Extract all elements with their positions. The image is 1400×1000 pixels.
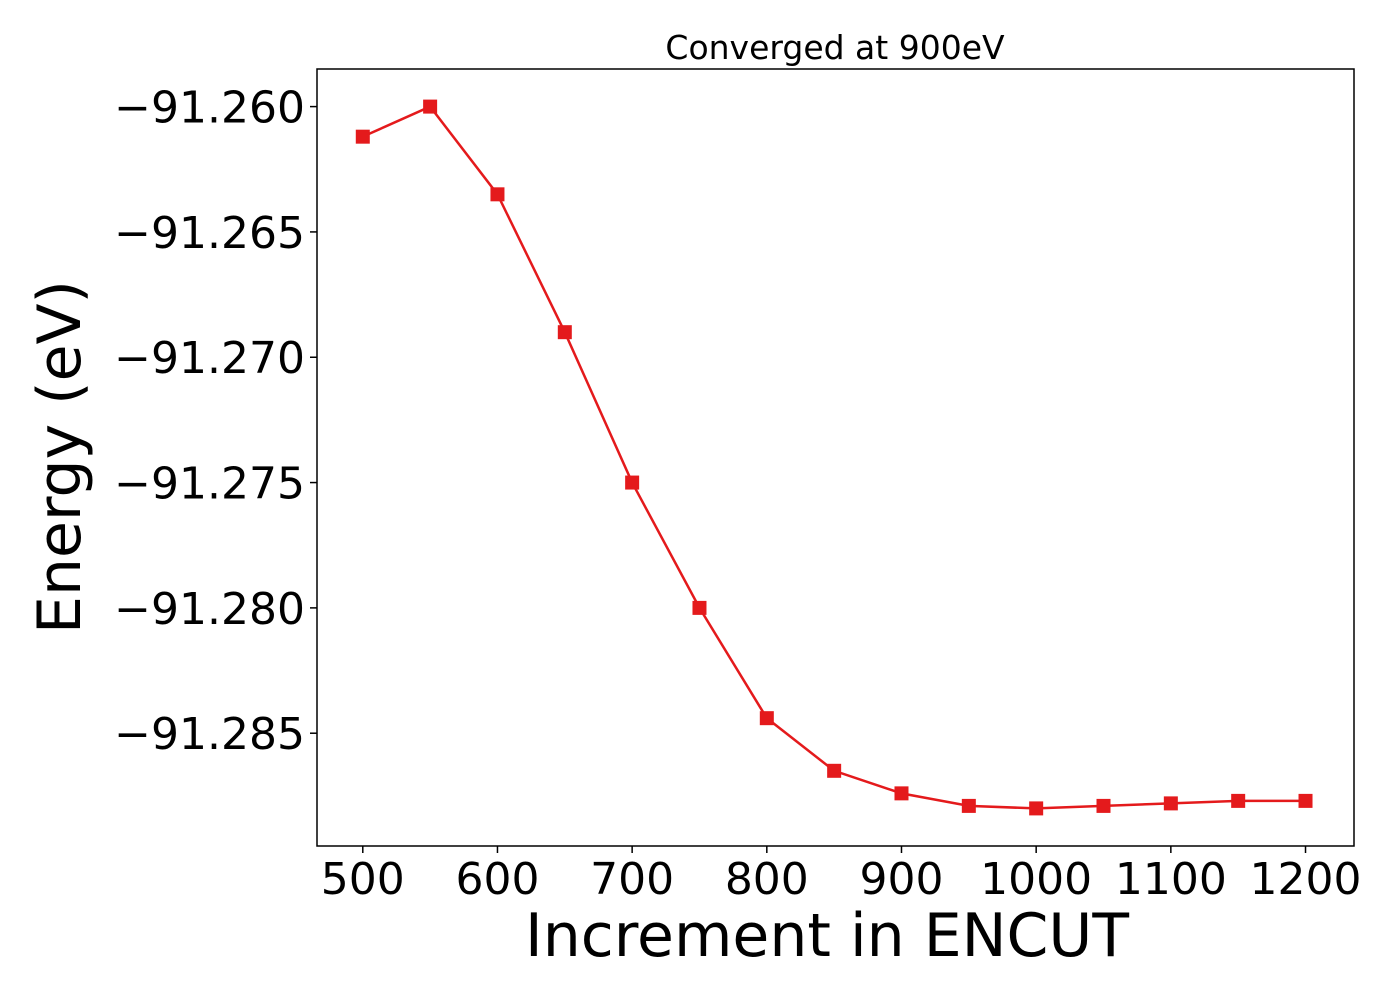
plot-area: 500 600 700 800 900 1000 1100 1200 −91.260 −91.26… xyxy=(114,68,1362,905)
data-point xyxy=(490,187,505,202)
y-tick-label: −91.280 xyxy=(114,584,305,635)
plot-frame xyxy=(316,68,1355,847)
data-point xyxy=(355,129,370,144)
data-point xyxy=(827,763,842,778)
x-tick-label: 700 xyxy=(590,854,674,905)
y-axis-label: Energy (eV) xyxy=(25,280,95,634)
x-tick-label: 500 xyxy=(321,854,405,905)
data-point xyxy=(625,475,640,490)
data-point xyxy=(961,798,976,813)
y-tick-label: −91.285 xyxy=(114,709,305,760)
x-axis-label: Increment in ENCUT xyxy=(525,901,1129,971)
y-tick-label: −91.270 xyxy=(114,333,305,384)
x-tick-label: 800 xyxy=(725,854,809,905)
data-point xyxy=(423,99,438,114)
data-point xyxy=(692,600,707,615)
data-point xyxy=(759,711,774,726)
x-tick-label: 900 xyxy=(859,854,943,905)
x-tick-label: 600 xyxy=(455,854,539,905)
data-point xyxy=(557,325,572,340)
data-point xyxy=(894,786,909,801)
y-tick-label: −91.260 xyxy=(114,83,305,134)
x-tick-label: 1200 xyxy=(1250,854,1362,905)
data-point xyxy=(1231,793,1246,808)
x-tick-label: 1100 xyxy=(1115,854,1227,905)
data-point xyxy=(1029,801,1044,816)
data-point xyxy=(1163,796,1178,811)
y-tick-label: −91.265 xyxy=(114,208,305,259)
data-point xyxy=(1096,798,1111,813)
data-point xyxy=(1298,793,1313,808)
y-tick-label: −91.275 xyxy=(114,459,305,510)
chart-title: Converged at 900eV xyxy=(665,28,1005,67)
x-tick-label: 1000 xyxy=(980,854,1092,905)
